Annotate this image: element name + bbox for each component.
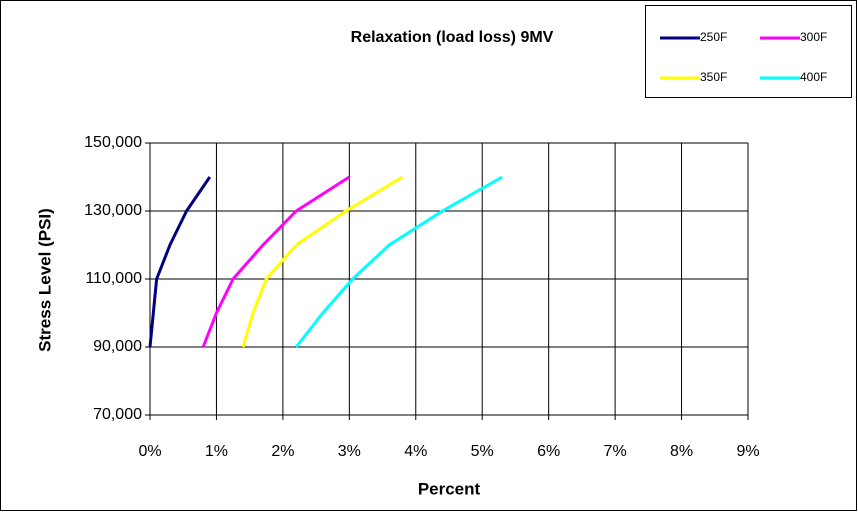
- chart-title: Relaxation (load loss) 9MV: [351, 29, 554, 46]
- series-line: [201, 175, 351, 348]
- y-tick-label: 150,000: [84, 134, 142, 151]
- x-tick-label: 4%: [404, 443, 427, 460]
- y-tick-label: 130,000: [84, 202, 142, 219]
- x-tick-label: 8%: [670, 443, 693, 460]
- x-axis-label: Percent: [418, 479, 481, 498]
- y-tick-label: 70,000: [93, 406, 142, 423]
- legend-label: 350F: [700, 70, 727, 84]
- legend-label: 300F: [800, 30, 827, 44]
- y-tick-label: 90,000: [93, 338, 142, 355]
- x-tick-label: 9%: [736, 443, 759, 460]
- x-tick-label: 2%: [271, 443, 294, 460]
- series-line: [294, 175, 503, 348]
- series-line: [148, 176, 212, 348]
- legend-label: 250F: [700, 30, 727, 44]
- x-tick-label: 3%: [338, 443, 361, 460]
- series-line: [241, 175, 404, 348]
- x-tick-label: 6%: [537, 443, 560, 460]
- x-tick-label: 7%: [604, 443, 627, 460]
- y-tick-label: 110,000: [85, 270, 142, 287]
- x-tick-label: 5%: [471, 443, 494, 460]
- x-tick-label: 1%: [205, 443, 228, 460]
- y-axis-label: Stress Level (PSI): [35, 208, 54, 352]
- legend-label: 400F: [800, 70, 827, 84]
- legend-box: [645, 5, 852, 98]
- x-tick-label: 0%: [138, 443, 161, 460]
